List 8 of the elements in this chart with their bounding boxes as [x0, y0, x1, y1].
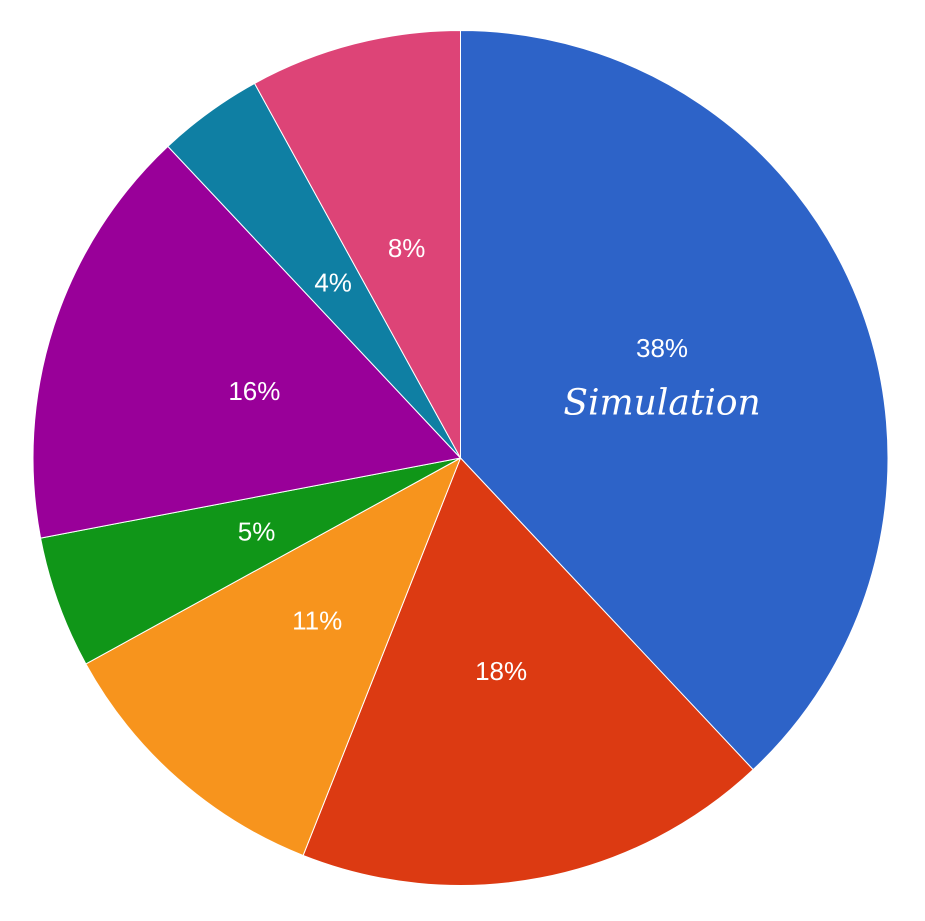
- data-label: 16%: [228, 376, 280, 406]
- data-label: 38%: [636, 333, 688, 364]
- data-label: 11%: [292, 606, 342, 636]
- data-label: 4%: [314, 268, 352, 298]
- data-label: 18%: [475, 656, 528, 686]
- data-label: 5%: [238, 516, 276, 546]
- slice-label: Simulation: [563, 382, 761, 424]
- data-label: 8%: [388, 233, 426, 264]
